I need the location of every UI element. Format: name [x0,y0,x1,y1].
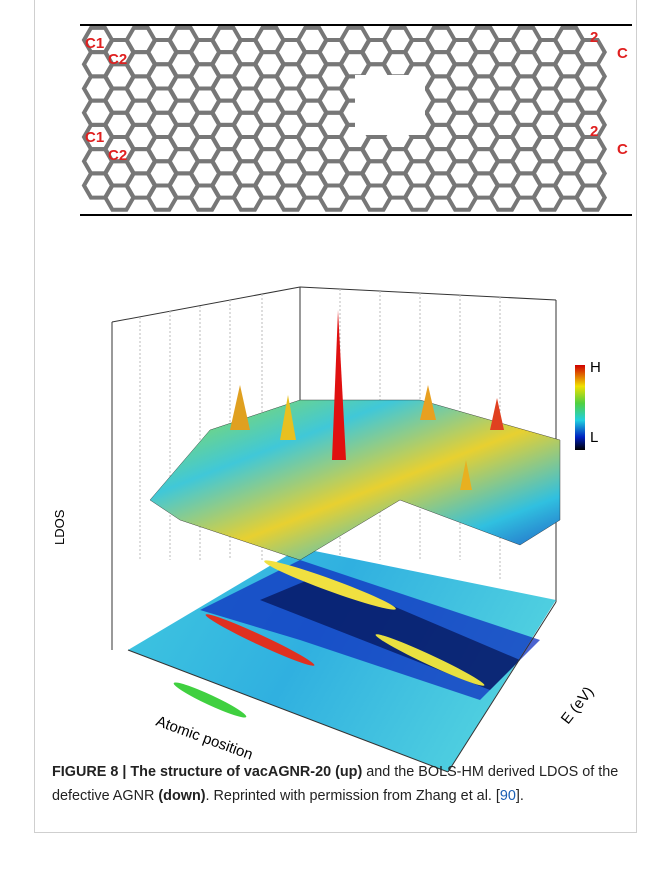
carbon-ring [577,137,605,161]
axis-label: LDOS [52,509,67,545]
colorbar-label: H [590,359,601,376]
atom-label: C2 [108,51,127,68]
axis-label: Atomic position [154,713,255,764]
caption: FIGURE 8 | The structure of vacAGNR-20 (… [52,760,622,808]
page: C1 C2 2 C C1 C2 2 C H L LDOS Atomi [0,0,669,877]
atom-label: C2 [108,147,127,164]
carbon-ring [577,64,605,88]
vacancy [355,75,425,135]
carbon-ring [577,161,605,185]
atom-label: C1 [85,35,104,52]
ribbon-structure [84,28,605,210]
atom-label: 2 [590,123,598,140]
colorbar-label: L [590,429,598,446]
caption-text: . Reprinted with permission from Zhang e… [206,788,500,804]
figure: C1 C2 2 C C1 C2 2 C H L LDOS Atomi [0,0,669,877]
caption-text: ]. [516,788,524,804]
atom-label: C1 [85,129,104,146]
axis-label: E (eV) [558,683,598,727]
carbon-ring [577,186,605,210]
atom-label: 2 [590,29,598,46]
atom-label: C [617,45,628,62]
colorbar [575,365,585,450]
reference-link[interactable]: 90 [500,788,516,804]
caption-bold: (down) [158,788,205,804]
caption-label: FIGURE 8 | The structure of vacAGNR-20 (… [52,764,362,780]
surface [150,310,560,560]
carbon-ring [577,89,605,113]
atom-label: C [617,141,628,158]
